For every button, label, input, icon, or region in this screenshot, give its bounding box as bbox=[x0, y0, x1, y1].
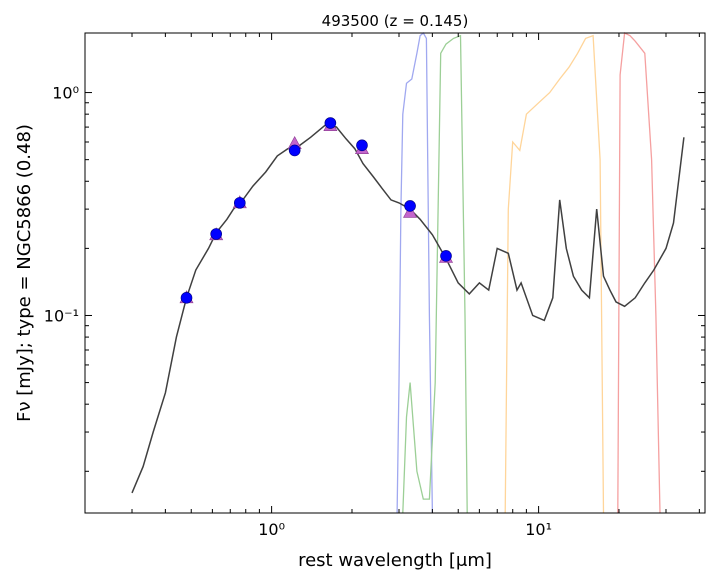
x-axis-label: rest wavelength [μm] bbox=[298, 550, 492, 571]
axis-ticks: 10⁰ 10¹ 10⁻¹ 10⁰ bbox=[44, 33, 705, 539]
sed-line bbox=[131, 123, 685, 494]
chart-title: 493500 (z = 0.145) bbox=[322, 12, 469, 30]
filter_green-curve bbox=[402, 34, 468, 514]
observed-point bbox=[288, 144, 301, 157]
observed-point bbox=[356, 139, 368, 152]
observed-point bbox=[233, 197, 246, 209]
filter_orange-curve bbox=[504, 34, 605, 514]
y-tick-label: 10⁻¹ bbox=[44, 306, 79, 325]
filter-curves bbox=[396, 32, 661, 514]
filter_red-curve bbox=[617, 32, 661, 514]
filter_blue-curve bbox=[396, 32, 434, 514]
observed-point bbox=[324, 117, 337, 129]
photometry-points bbox=[179, 117, 454, 304]
x-tick-label: 10¹ bbox=[525, 520, 552, 539]
observed-point bbox=[180, 292, 193, 304]
plot-frame bbox=[84, 32, 706, 514]
observed-point bbox=[440, 250, 452, 262]
y-tick-label: 10⁰ bbox=[52, 84, 79, 103]
observed-point bbox=[404, 200, 416, 212]
sed-template bbox=[131, 123, 685, 494]
y-axis-label: Fν [mJy]; type = NGC5866 (0.48) bbox=[14, 124, 35, 422]
x-tick-label: 10⁰ bbox=[258, 520, 285, 539]
observed-point bbox=[210, 228, 222, 240]
